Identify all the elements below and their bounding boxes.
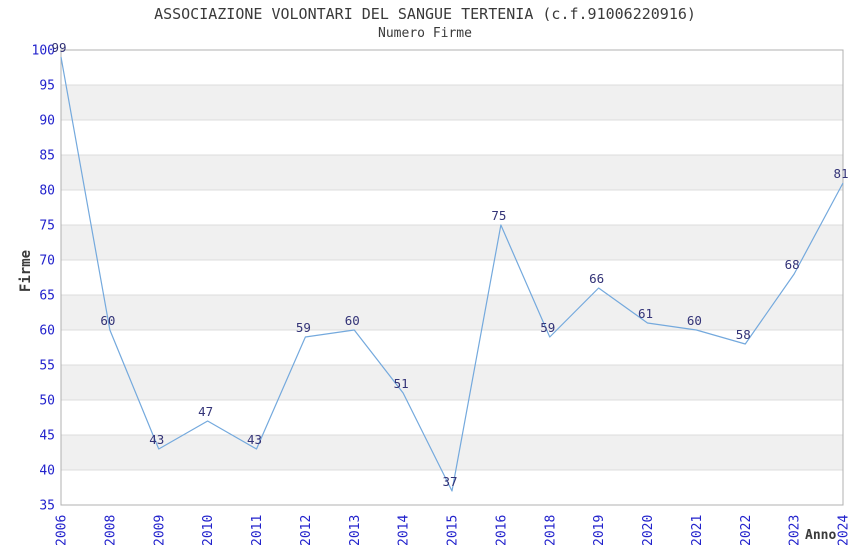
x-tick-label: 2016 xyxy=(494,515,509,546)
data-point-label: 99 xyxy=(51,40,66,55)
data-point-label: 68 xyxy=(785,257,800,272)
y-tick-label: 95 xyxy=(39,79,55,94)
y-tick-label: 70 xyxy=(39,254,55,269)
y-tick-label: 65 xyxy=(39,289,55,304)
plot-band xyxy=(61,435,843,470)
plot-band xyxy=(61,295,843,330)
data-point-label: 43 xyxy=(247,432,262,447)
x-tick-label: 2020 xyxy=(641,515,656,546)
chart-title: ASSOCIAZIONE VOLONTARI DEL SANGUE TERTEN… xyxy=(154,5,696,23)
data-point-label: 60 xyxy=(687,313,702,328)
x-tick-label: 2006 xyxy=(55,515,70,546)
x-tick-label: 2010 xyxy=(201,515,216,546)
y-tick-label: 75 xyxy=(39,219,55,234)
data-point-label: 81 xyxy=(833,166,848,181)
plot-border xyxy=(60,49,844,506)
y-tick-label: 100 xyxy=(32,44,55,59)
data-point-label: 66 xyxy=(589,271,604,286)
x-tick-label: 2022 xyxy=(739,515,754,546)
x-tick-label: 2013 xyxy=(348,515,363,546)
plot-band xyxy=(61,155,843,190)
y-tick-label: 50 xyxy=(39,394,55,409)
plot-band xyxy=(61,365,843,400)
y-tick-label: 80 xyxy=(39,184,55,199)
x-tick-label: 2019 xyxy=(592,515,607,546)
y-tick-label: 40 xyxy=(39,464,55,479)
y-tick-label: 45 xyxy=(39,429,55,444)
y-tick-label: 90 xyxy=(39,114,55,129)
x-tick-label: 2018 xyxy=(543,515,558,546)
x-tick-label: 2021 xyxy=(690,515,705,546)
series-line xyxy=(60,56,844,492)
data-point-label: 58 xyxy=(736,327,751,342)
plot-band xyxy=(61,225,843,260)
plot-band xyxy=(61,85,843,120)
data-point-label: 47 xyxy=(198,404,213,419)
x-tick-label: 2009 xyxy=(152,515,167,546)
data-point-label: 51 xyxy=(394,376,409,391)
data-point-label: 60 xyxy=(345,313,360,328)
y-tick-label: 55 xyxy=(39,359,55,374)
x-tick-label: 2011 xyxy=(250,515,265,546)
data-point-label: 59 xyxy=(296,320,311,335)
y-tick-label: 35 xyxy=(39,499,55,514)
x-tick-label: 2014 xyxy=(397,515,412,546)
data-point-label: 61 xyxy=(638,306,653,321)
data-point-label: 60 xyxy=(100,313,115,328)
y-tick-label: 85 xyxy=(39,149,55,164)
x-tick-label: 2012 xyxy=(299,515,314,546)
x-axis-title: Anno xyxy=(805,528,837,543)
x-tick-label: 2008 xyxy=(103,515,118,546)
y-tick-label: 60 xyxy=(39,324,55,339)
chart-subtitle: Numero Firme xyxy=(378,26,472,41)
x-tick-label: 2024 xyxy=(837,515,850,546)
data-point-label: 59 xyxy=(540,320,555,335)
data-point-label: 37 xyxy=(442,474,457,489)
data-point-label: 75 xyxy=(491,208,506,223)
x-tick-label: 2023 xyxy=(788,515,803,546)
data-point-label: 43 xyxy=(149,432,164,447)
x-tick-label: 2015 xyxy=(446,515,461,546)
